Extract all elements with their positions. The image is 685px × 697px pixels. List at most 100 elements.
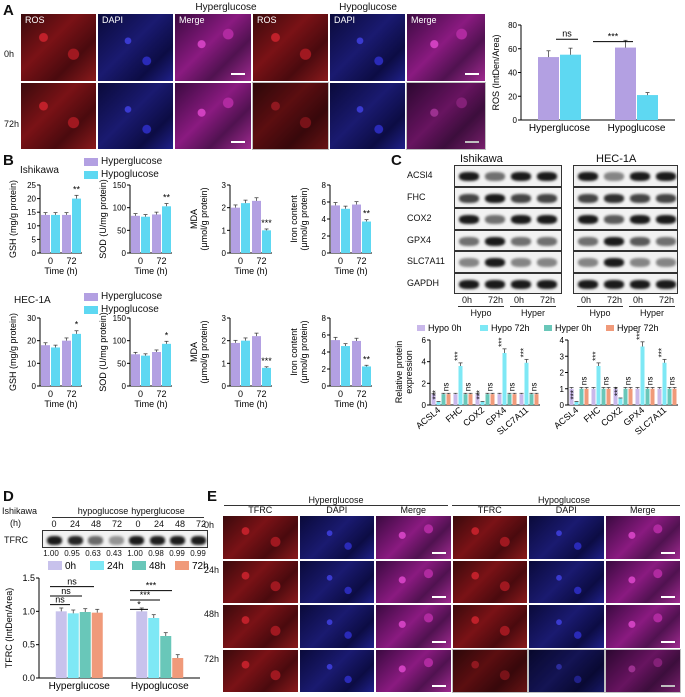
D_tfrc-bar <box>136 611 148 678</box>
panel-d-group2: hyperglucose <box>131 506 185 516</box>
B_ish_iron-bar <box>352 204 361 253</box>
B_ish_gsh-ylabel: GSH (mg/g protein) <box>8 180 18 258</box>
B_hec_iron-xlabel: Time (h) <box>334 399 367 409</box>
A_ros-ytick-label: 40 <box>508 69 517 78</box>
B_hec_sod-xlabel: Time (h) <box>134 399 167 409</box>
c-legend-swatch <box>417 325 425 331</box>
B_hec_sod-ytick-label: 50 <box>117 359 126 368</box>
B_hec_mda-ytick-label: 1 <box>222 359 227 368</box>
B_ish_sod-ytick-label: 100 <box>113 204 127 213</box>
B_hec_iron-ylabel: Iron content <box>289 328 299 376</box>
panel-e-image-tile <box>451 515 528 560</box>
C_ish-bar <box>431 394 436 405</box>
panel-c-cell1: Ishikawa <box>460 153 503 165</box>
B_ish_sod-xtick-label: 72 <box>156 256 166 266</box>
panel-c-blot-strip <box>454 208 562 230</box>
C_ish-bar <box>502 353 507 405</box>
B_ish_gsh-bar <box>72 198 81 253</box>
c-ylabel: Relative protein <box>394 341 404 404</box>
B_hec_gsh-ytick-label: 30 <box>27 314 36 323</box>
panel-c-group-line <box>510 306 556 307</box>
D_tfrc-bar <box>148 618 160 678</box>
d-sig-label: * <box>137 599 141 609</box>
B_ish_sod-bar <box>131 215 140 253</box>
panel-c-band <box>604 215 624 224</box>
panel-c-band <box>485 258 505 267</box>
panel-e-image-tile <box>375 515 452 560</box>
panel-c-protein-label: SLC7A11 <box>407 256 445 266</box>
B_hec_iron-xtick-label: 0 <box>338 389 343 399</box>
panel-d-timepoint: 48 <box>174 519 185 529</box>
C_ish-bar <box>485 394 490 405</box>
B_ish_gsh-ytick-label: 20 <box>27 195 36 204</box>
B_hec_sod-ytick-label: 100 <box>113 337 127 346</box>
C_hec-bar <box>628 388 633 405</box>
B_hec_iron-ytick-label: 4 <box>322 348 327 357</box>
panel-c-band <box>485 193 505 203</box>
A_ros-bar <box>538 57 559 120</box>
B_hec_gsh-bar <box>62 340 71 386</box>
C_hec-bar <box>569 388 574 405</box>
c-sig-label: ns <box>602 377 611 385</box>
C_ish-bar <box>446 394 451 405</box>
A_ros-bar <box>637 95 658 120</box>
panel-a-row-0h: 0h <box>4 49 15 59</box>
C_ish-bar <box>468 394 473 405</box>
image-a-hyper-ros-0h: ROS <box>20 13 97 82</box>
B_hec_mda-bar <box>241 340 250 386</box>
panel-c-band <box>578 236 598 246</box>
panel-c-timepoint: 0h <box>514 295 525 305</box>
panel-c-timepoint: 72h <box>659 295 675 305</box>
B_hec_sod-bar <box>152 352 161 386</box>
panel-c-band <box>656 279 676 289</box>
panel-c-band <box>630 236 650 246</box>
B_ish_sod-ytick-label: 50 <box>117 226 126 235</box>
A_ros-ytick-label: 80 <box>508 21 517 30</box>
d-legend-label: 0h <box>65 561 76 572</box>
panel-c-group-label: Hyper <box>639 308 664 318</box>
panel-e-row-label: 48h <box>204 609 220 619</box>
D_tfrc-ytick-label: 1.5 <box>22 573 35 583</box>
image-a-hypo-dapi-72h <box>329 82 406 150</box>
c-sig-label: ns <box>442 383 451 391</box>
B_ish_mda-ytick-label: 0 <box>222 249 227 258</box>
panel-d-band <box>47 536 62 545</box>
C_ish-ytick-label: 6 <box>422 336 427 345</box>
panel-d-band <box>190 536 206 545</box>
panel-c-blot-strip <box>573 186 678 208</box>
panel-c-band <box>485 236 505 246</box>
C_hec-bar <box>579 388 584 405</box>
image-a-hypo-merge-72h <box>406 82 486 150</box>
B_hec_sod-xtick-label: 0 <box>138 389 143 399</box>
B_ish_iron-xlabel: Time (h) <box>334 266 367 276</box>
panel-c-protein-label: FHC <box>407 191 426 202</box>
panel-c-band <box>459 236 479 246</box>
C_ish-xtick-label: COX2 <box>461 405 486 428</box>
panel-c-group-label: Hypo <box>589 308 611 318</box>
panel-e-image-tile <box>528 648 605 693</box>
B_ish_gsh-bar <box>62 214 71 253</box>
B_ish_sod-ylabel: SOD (U/mg protein) <box>98 179 108 259</box>
image-a-hyper-dapi-72h <box>97 82 174 150</box>
panel-c-band <box>511 172 531 181</box>
panel-a-group1-title: Hyperglucose <box>195 2 257 13</box>
panel-c-band <box>511 258 531 267</box>
C_ish-bar <box>490 394 495 405</box>
panel-d-quant: 0.43 <box>106 549 122 558</box>
B_hec_mda-bar <box>231 342 240 386</box>
legend-swatch-hypo-1 <box>84 171 98 179</box>
D_tfrc-bar <box>67 613 79 678</box>
legend-swatch-hyper-1 <box>84 158 98 166</box>
panel-c-band <box>656 258 676 267</box>
panel-c-group-label: Hypo <box>470 308 492 318</box>
D_tfrc-xtick-label: Hyperglucose <box>49 681 111 692</box>
panel-label-d: D <box>3 488 14 505</box>
B_hec_sod-xtick-label: 72 <box>156 389 166 399</box>
B_ish_mda-bar <box>252 200 261 253</box>
panel-c-band <box>578 215 598 224</box>
panel-e-col-label: DAPI <box>555 505 577 515</box>
B_hec_iron-ytick-label: 6 <box>322 331 327 340</box>
panel-c-band <box>485 279 505 289</box>
panel-b-cell1: Ishikawa <box>20 165 59 176</box>
